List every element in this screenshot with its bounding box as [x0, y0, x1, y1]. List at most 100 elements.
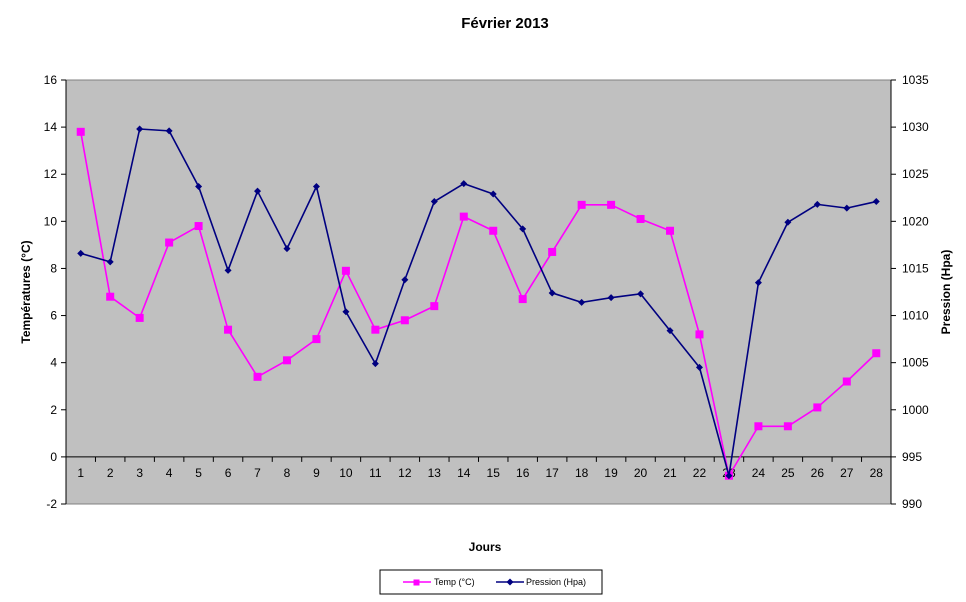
right-tick-label: 1025	[902, 167, 929, 181]
data-point-pression	[843, 204, 851, 212]
data-point-pression	[754, 279, 762, 287]
data-point-pression	[695, 363, 703, 371]
x-tick-label: 9	[313, 466, 320, 480]
data-point-temp	[548, 247, 557, 256]
right-tick-label: 1010	[902, 309, 929, 323]
data-point-temp	[754, 422, 763, 431]
right-tick-label: 1020	[902, 214, 929, 228]
x-axis-label: Jours	[469, 540, 502, 554]
data-point-pression	[666, 327, 674, 335]
data-point-pression	[224, 266, 232, 274]
x-tick-label: 26	[811, 466, 825, 480]
right-tick-label: 1030	[902, 120, 929, 134]
data-point-pression	[401, 276, 409, 284]
x-tick-label: 7	[254, 466, 261, 480]
data-point-pression	[578, 298, 586, 306]
legend-marker-temp	[413, 579, 420, 586]
data-point-pression	[460, 180, 468, 188]
x-tick-label: 28	[870, 466, 884, 480]
left-axis: -2 0 2 4 6 8 10 12 14 16	[44, 73, 67, 511]
data-point-temp	[312, 335, 321, 344]
data-point-temp	[666, 226, 675, 235]
x-tick-label: 21	[663, 466, 677, 480]
data-point-pression	[784, 218, 792, 226]
data-point-temp	[135, 313, 144, 322]
data-point-pression	[813, 200, 821, 208]
data-point-pression	[342, 308, 350, 316]
data-point-pression	[254, 187, 262, 195]
data-point-temp	[872, 349, 881, 358]
data-point-temp	[430, 302, 439, 311]
data-point-temp	[282, 356, 291, 365]
data-point-pression	[430, 198, 438, 206]
right-tick-label: 1005	[902, 356, 929, 370]
data-point-temp	[106, 292, 115, 301]
x-tick-label: 20	[634, 466, 648, 480]
left-tick-label: 4	[50, 356, 57, 370]
x-tick-label: 24	[752, 466, 766, 480]
data-point-pression	[283, 245, 291, 253]
data-point-temp	[489, 226, 498, 235]
data-point-temp	[695, 330, 704, 339]
legend: Temp (°C) Pression (Hpa)	[379, 569, 603, 595]
right-tick-label: 990	[902, 497, 922, 511]
x-tick-label: 25	[781, 466, 795, 480]
data-point-pression	[725, 472, 733, 480]
legend-label-pression: Pression (Hpa)	[526, 577, 586, 587]
data-point-pression	[165, 127, 173, 135]
x-tick-label: 10	[339, 466, 353, 480]
data-point-pression	[77, 249, 85, 257]
x-tick-label: 6	[225, 466, 232, 480]
data-point-pression	[312, 182, 320, 190]
plot-area	[65, 79, 892, 505]
data-point-temp	[459, 212, 468, 221]
x-tick-label: 2	[107, 466, 114, 480]
x-tick-label: 22	[693, 466, 707, 480]
x-tick-label: 27	[840, 466, 854, 480]
left-tick-label: 2	[50, 403, 57, 417]
data-point-pression	[106, 258, 114, 266]
x-tick-label: 3	[136, 466, 143, 480]
data-point-pression	[872, 198, 880, 206]
left-tick-label: 16	[44, 73, 58, 87]
series-line-pression	[80, 128, 877, 477]
data-point-temp	[783, 422, 792, 431]
data-point-temp	[76, 127, 85, 136]
data-point-temp	[224, 325, 233, 334]
y-axis-right-label: Pression (Hpa)	[939, 250, 953, 335]
data-point-temp	[341, 266, 350, 275]
x-tick-label: 18	[575, 466, 589, 480]
data-point-pression	[371, 360, 379, 368]
x-tick-label: 15	[487, 466, 501, 480]
right-tick-label: 1000	[902, 403, 929, 417]
series-layer	[76, 125, 881, 480]
x-tick-label: 16	[516, 466, 530, 480]
x-tick-label: 13	[428, 466, 442, 480]
right-axis: 990 995 1000 1005 1010 1015 1020 1025 1030 1035	[890, 73, 929, 511]
data-point-temp	[577, 200, 586, 209]
data-point-temp	[636, 214, 645, 223]
right-tick-label: 1015	[902, 261, 929, 275]
x-tick-label: 17	[545, 466, 559, 480]
right-tick-label: 995	[902, 450, 922, 464]
legend-marker-pression	[506, 578, 514, 586]
data-point-temp	[194, 222, 203, 231]
data-point-pression	[637, 290, 645, 298]
left-tick-label: 8	[50, 261, 57, 275]
x-tick-label: 8	[284, 466, 291, 480]
data-point-temp	[842, 377, 851, 386]
right-tick-label: 1035	[902, 73, 929, 87]
data-point-temp	[400, 316, 409, 325]
x-tick-label: 11	[369, 466, 382, 480]
data-point-temp	[518, 295, 527, 304]
x-tick-label: 14	[457, 466, 471, 480]
y-axis-left-label: Températures (°C)	[19, 240, 33, 343]
x-tick-label: 12	[398, 466, 412, 480]
data-point-pression	[607, 294, 615, 302]
left-tick-label: 14	[44, 120, 58, 134]
data-point-pression	[548, 289, 556, 297]
data-point-temp	[813, 403, 822, 412]
data-point-pression	[195, 182, 203, 190]
left-tick-label: 12	[44, 167, 58, 181]
